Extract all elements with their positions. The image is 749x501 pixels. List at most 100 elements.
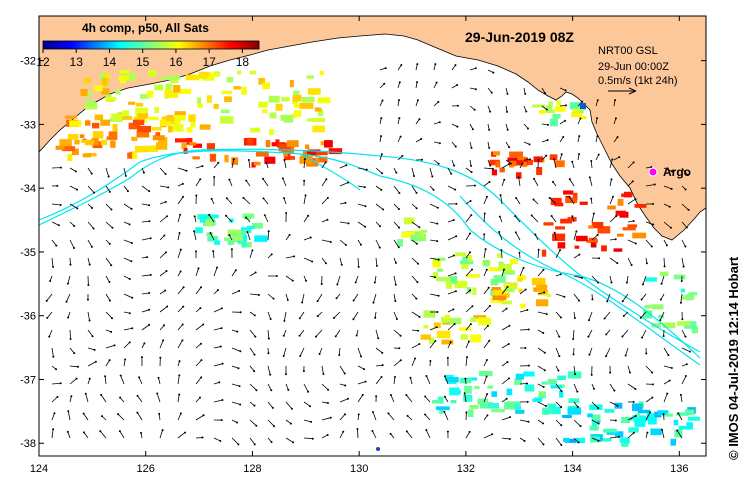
sst-cell (517, 278, 523, 282)
sst-cell (582, 116, 587, 119)
current-arrow (178, 183, 184, 186)
current-arrow (484, 181, 491, 186)
sst-cell (671, 439, 676, 446)
sst-cell (617, 234, 624, 237)
current-arrow (52, 222, 60, 226)
current-arrow (358, 348, 362, 357)
sst-cell (67, 154, 72, 161)
current-arrow (178, 286, 185, 294)
current-arrow (142, 342, 145, 348)
sst-cell (674, 420, 679, 425)
sst-cell (214, 240, 220, 244)
sst-cell (645, 277, 657, 281)
sst-cell (162, 76, 173, 80)
current-arrow (178, 196, 184, 204)
colorbar-tick-label: 14 (103, 55, 117, 69)
current-arrow (322, 434, 329, 438)
current-arrow (124, 258, 132, 262)
current-arrow (178, 394, 180, 402)
current-arrow (416, 138, 422, 142)
sst-cell (131, 137, 137, 141)
sst-cell (207, 95, 212, 102)
current-arrow (268, 275, 278, 277)
sst-cell (242, 241, 247, 248)
sst-cell (191, 122, 196, 127)
current-arrow (70, 222, 75, 227)
current-arrow (336, 294, 340, 299)
sst-cell (247, 138, 253, 145)
current-arrow (70, 395, 72, 402)
current-arrow (242, 197, 250, 204)
current-arrow (430, 294, 440, 297)
current-arrow (303, 180, 305, 186)
y-tick-label: -35 (20, 247, 36, 259)
sst-cell (85, 121, 90, 125)
current-arrow (466, 341, 470, 348)
sst-cell (470, 318, 477, 322)
current-arrow (196, 267, 200, 276)
current-arrow (466, 200, 472, 204)
current-arrow (340, 413, 346, 420)
sst-cell (461, 334, 468, 340)
current-arrow (591, 294, 593, 300)
current-arrow (452, 84, 458, 88)
current-arrow (358, 240, 362, 246)
sst-cell (214, 104, 219, 109)
sst-cell (324, 140, 333, 147)
sst-cell (509, 283, 517, 286)
current-arrow (264, 214, 268, 222)
sst-cell (459, 327, 471, 330)
current-arrow (552, 181, 556, 186)
sst-cell (550, 119, 558, 127)
current-arrow (283, 312, 286, 322)
current-arrow (376, 364, 384, 366)
sst-cell (68, 134, 79, 140)
current-arrow (466, 168, 473, 173)
current-arrow (434, 82, 438, 88)
current-arrow (213, 176, 215, 186)
sst-cell (507, 389, 513, 396)
current-arrow (158, 413, 160, 420)
sst-cell (532, 278, 546, 285)
sst-cell (450, 400, 456, 403)
sst-cell (266, 140, 271, 147)
current-arrow (196, 437, 203, 439)
current-arrow (375, 395, 377, 402)
sst-cell (682, 295, 694, 300)
sst-cell (688, 417, 700, 421)
current-arrow (430, 222, 438, 225)
current-arrow (70, 168, 77, 172)
current-arrow (340, 431, 344, 438)
argo-marker (649, 168, 657, 176)
current-arrow (286, 276, 294, 282)
sst-cell (550, 385, 562, 388)
sst-cell (463, 395, 472, 402)
current-arrow (574, 254, 580, 258)
contour-line-1 (39, 149, 700, 352)
current-arrow (416, 99, 419, 106)
current-arrow (412, 258, 419, 265)
sst-cell (536, 299, 548, 306)
current-arrow (502, 416, 511, 420)
current-arrow (299, 348, 304, 357)
sst-cell (536, 167, 542, 175)
current-arrow (664, 380, 671, 384)
current-arrow (591, 366, 593, 376)
sst-cell (198, 104, 203, 108)
sst-cell (127, 153, 132, 159)
current-arrow (141, 356, 143, 366)
sst-cell (81, 140, 86, 143)
current-arrow (538, 402, 547, 407)
current-arrow (466, 185, 476, 187)
current-arrow (484, 340, 490, 348)
colorbar-tick-label: 12 (36, 55, 50, 69)
current-arrow (214, 399, 223, 402)
current-arrow (158, 377, 160, 384)
current-arrow (195, 250, 197, 258)
current-arrow (412, 330, 419, 332)
sst-cell (138, 113, 148, 118)
current-arrow (681, 312, 683, 320)
sst-cell (618, 199, 624, 206)
sst-cell (312, 118, 325, 122)
current-arrow (232, 438, 239, 445)
